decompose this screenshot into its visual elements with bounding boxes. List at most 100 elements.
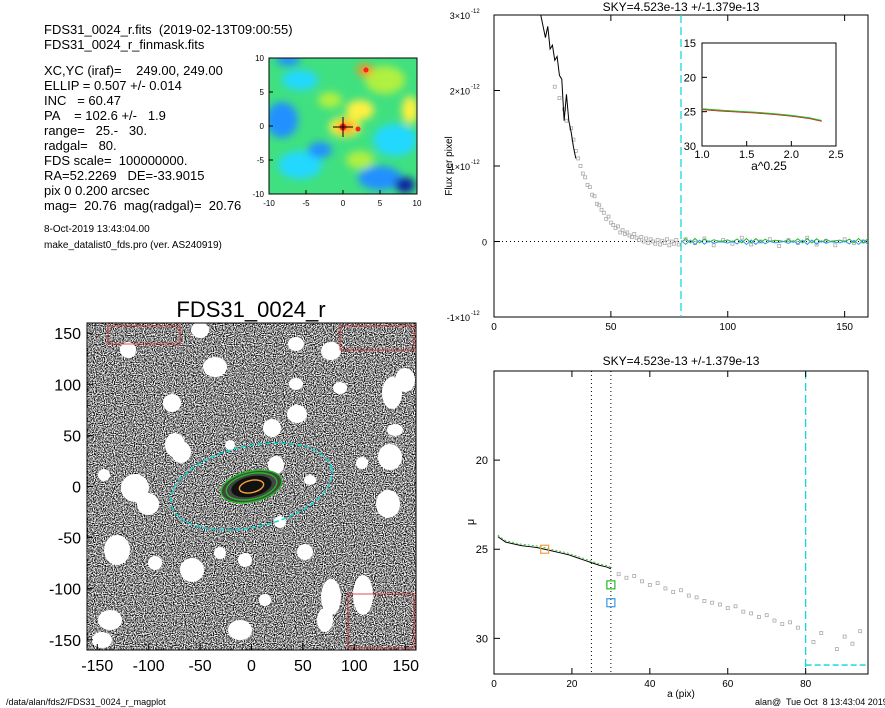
ellipse-core: [238, 479, 265, 494]
sky-profile-plot: [494, 15, 868, 317]
image-ytick-label: 0: [72, 480, 81, 497]
image-ytick-label: -50: [58, 531, 81, 548]
sky-point: [669, 239, 674, 244]
sky-point: [611, 222, 616, 227]
map-xtick-label: -10: [263, 199, 275, 208]
sky-point: [578, 164, 583, 168]
sky-ytick-label: 1×10: [450, 162, 470, 172]
mu-xlabel: a (pix): [667, 689, 695, 700]
sky-profile-line: [540, 15, 577, 159]
mu-point: [679, 588, 683, 593]
image-axes: -150 -100 -50 0 50 100 150 150 100 50 0 -50 -100 -150: [49, 326, 419, 675]
mu-point: [671, 590, 676, 594]
inset-xtick-label: 1.0: [694, 149, 709, 161]
sky-point: [601, 210, 606, 215]
inset-profile-green: [701, 108, 822, 121]
param-ellip: ELLIP = 0.507 +/- 0.014: [44, 78, 182, 93]
sky-point: [852, 241, 856, 245]
date-stamp: 8-Oct-2019 13:43:04.00: [44, 224, 150, 235]
sky-point: [674, 238, 679, 242]
mu-open-square: [540, 544, 550, 554]
mu-point: [764, 613, 769, 618]
sky-ytick-exp: -12: [471, 85, 480, 91]
sky-point: [672, 241, 676, 246]
mu-point: [632, 574, 637, 578]
red-box-bottom: [347, 593, 415, 649]
sky-point: [639, 235, 644, 239]
mu-ytick-label: 20: [476, 455, 488, 467]
sky-point: [604, 216, 609, 221]
mu-point: [702, 599, 707, 603]
sky-ytick-label: 2×10: [450, 87, 470, 97]
mu-xtick-label: 20: [566, 679, 578, 690]
sky-point: [777, 244, 782, 248]
mu-point: [686, 593, 691, 598]
file-title: FDS31_0024_r.fits (2019-02-13T09:00:55): [44, 22, 293, 37]
mu-point: [795, 625, 800, 630]
sky-point: [833, 243, 838, 248]
sky-point: [592, 194, 597, 199]
param-pix: pix 0 0.200 arcsec: [44, 183, 150, 198]
sky-point: [632, 232, 637, 236]
inset-profile-plot: [701, 108, 822, 122]
sky-point: [739, 235, 744, 240]
inset-xtick-label: 1.5: [739, 149, 754, 161]
sky-point: [597, 203, 602, 208]
image-title: FDS31_0024_r: [176, 297, 325, 322]
sky-point: [564, 118, 569, 123]
sky-point: [730, 241, 735, 246]
inset-ytick-label: 20: [684, 72, 696, 84]
image-xtick-label: -150: [81, 658, 113, 675]
mu-point: [842, 634, 847, 639]
sky-point: [576, 156, 581, 161]
image-ytick-label: 100: [54, 377, 81, 394]
sky-xtick-label: 100: [719, 322, 736, 333]
sky-point: [608, 220, 613, 225]
sky-point: [625, 230, 630, 235]
mu-point: [694, 595, 699, 600]
mu-point: [655, 581, 660, 585]
sky-point: [651, 239, 655, 244]
sky-point: [620, 228, 625, 233]
map-ytick-label: 5: [260, 88, 265, 97]
mu-plot-title: SKY=4.523e-13 +/-1.379e-13: [603, 354, 760, 368]
sky-point: [683, 237, 688, 242]
inset-ytick-label: 30: [684, 141, 696, 153]
sky-point: [660, 238, 665, 243]
image-xtick-label: -100: [133, 658, 165, 675]
sky-green-steps: [680, 237, 868, 244]
mu-point: [663, 586, 668, 591]
mu-axes: 0 20 40 60 80 20 25 30: [476, 371, 812, 690]
sky-point: [676, 242, 681, 247]
sky-xtick-label: 50: [605, 322, 617, 333]
ellipse-range_inner: [225, 472, 278, 501]
mu-point: [616, 572, 621, 577]
inset-axes: 1.0 1.5 2.0 2.5 15 20 25 30: [684, 38, 844, 161]
mu-point: [780, 622, 785, 626]
mu-ytick-label: 25: [476, 544, 488, 556]
map-xtick-label: 5: [378, 199, 383, 208]
mu-ylabel: μ: [465, 519, 477, 525]
param-scale: FDS scale= 100000000.: [44, 153, 188, 168]
sky-point: [646, 241, 651, 245]
sky-ylabel: Flux per pixel: [444, 136, 455, 195]
mu-point: [710, 600, 715, 605]
mu-point: [772, 618, 777, 623]
inset-xlabel: a^0.25: [751, 159, 787, 173]
mu-xtick-label: 80: [800, 679, 812, 690]
param-inc: INC = 60.47: [44, 93, 121, 108]
mu-point: [757, 615, 761, 619]
sky-point: [587, 185, 592, 190]
red-box-top: [107, 325, 181, 345]
map-ytick-label: -5: [257, 156, 265, 165]
sky-point: [615, 224, 620, 229]
mu-profile-line: [497, 536, 612, 570]
mu-point: [718, 602, 722, 607]
mu-point: [647, 582, 652, 587]
image-ytick-label: -100: [49, 582, 81, 599]
galaxy-image: [87, 323, 416, 650]
sky-point: [641, 239, 646, 244]
sky-point: [655, 238, 660, 242]
